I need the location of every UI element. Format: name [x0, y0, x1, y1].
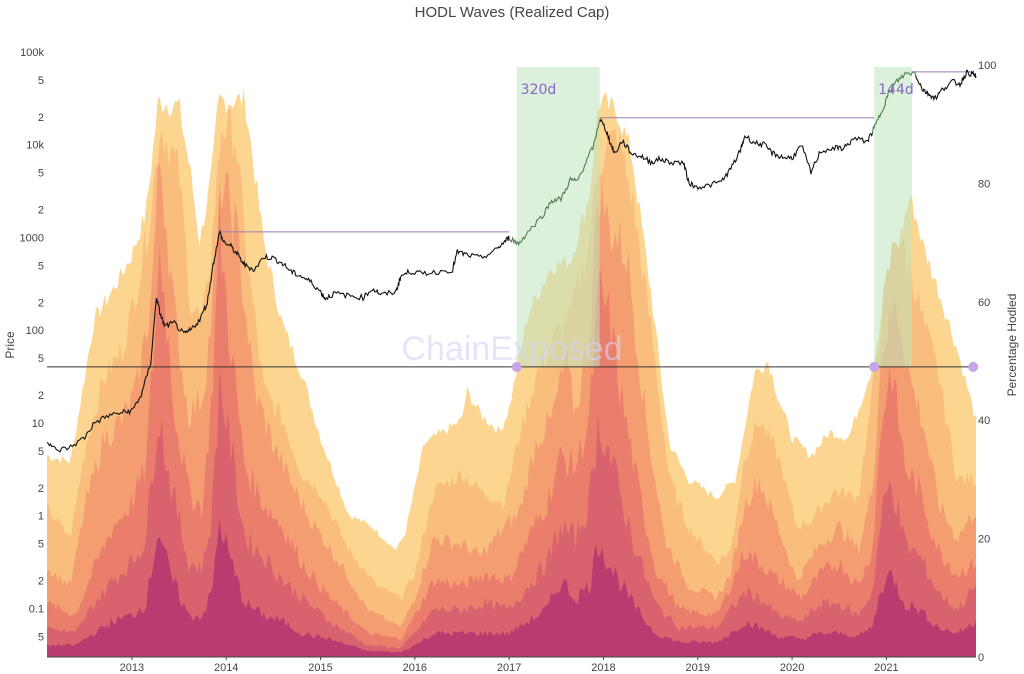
watermark: ChainExposed — [401, 330, 622, 368]
threshold-marker-3 — [968, 361, 979, 372]
x-tick-label-7: 2019 — [686, 662, 710, 674]
y-left-tick-label-15: 2 — [38, 483, 44, 495]
highlight-region-2 — [874, 67, 912, 367]
highlight-label-1: 320d — [521, 82, 557, 98]
y-right-tick-label-5: 80 — [978, 178, 990, 190]
y-right-axis-title: Percentage Hodled — [1005, 294, 1019, 397]
x-tick-label-5: 2017 — [497, 662, 521, 674]
y-left-tick-label-19: 0.1 — [29, 603, 44, 615]
y-left-tick-label-8: 5 — [38, 260, 44, 272]
y-right-tick-label-6: 100 — [978, 60, 996, 72]
price-line-segment-5 — [915, 69, 977, 102]
y-left-tick-label-9: 2 — [38, 297, 44, 309]
y-left-tick-label-20: 5 — [38, 631, 44, 643]
y-left-tick-label-17: 5 — [38, 539, 44, 551]
x-tick-label-4: 2016 — [403, 662, 427, 674]
y-left-tick-label-2: 5 — [38, 75, 44, 87]
threshold-marker-2 — [869, 361, 880, 372]
y-right-tick-label-4: 60 — [978, 297, 990, 309]
y-right-tick-label-3: 40 — [978, 415, 990, 427]
x-tick-label-6: 2018 — [591, 662, 615, 674]
y-left-tick-label-4: 10k — [26, 140, 44, 152]
price-line-segment-4 — [871, 71, 917, 134]
x-tick-label-3: 2015 — [308, 662, 332, 674]
y-left-tick-label-18: 2 — [38, 576, 44, 588]
y-left-tick-label-1: 100k — [20, 47, 44, 59]
y-left-tick-label-12: 2 — [38, 390, 44, 402]
y-left-tick-label-10: 100 — [26, 325, 44, 337]
hodl-band-5 — [47, 366, 976, 657]
y-left-tick-label-13: 10 — [32, 418, 44, 430]
y-left-tick-label-6: 2 — [38, 205, 44, 217]
y-left-tick-label-5: 5 — [38, 168, 44, 180]
x-tick-label-1: 2013 — [120, 662, 144, 674]
chart-title: HODL Waves (Realized Cap) — [415, 4, 610, 21]
y-right-tick-label-1: 0 — [978, 652, 984, 664]
x-tick-label-8: 2020 — [780, 662, 804, 674]
highlight-region-1 — [516, 67, 600, 367]
y-left-tick-label-16: 1 — [38, 511, 44, 523]
y-right-tick-label-2: 20 — [978, 534, 990, 546]
highlight-label-2: 144d — [878, 82, 914, 98]
x-tick-label-9: 2021 — [874, 662, 898, 674]
price-line-segment-1 — [46, 229, 510, 453]
y-left-axis-title: Price — [3, 331, 17, 359]
y-left-tick-label-3: 2 — [38, 112, 44, 124]
threshold-marker-1 — [511, 361, 522, 372]
price-line-segment-3 — [599, 117, 874, 191]
hodl-band-6 — [47, 518, 976, 657]
y-left-tick-label-14: 5 — [38, 446, 44, 458]
price-line-segment-2 — [508, 119, 601, 247]
y-left-tick-label-11: 5 — [38, 353, 44, 365]
hodl-band-4 — [47, 198, 976, 657]
x-tick-label-2: 2014 — [214, 662, 238, 674]
y-left-tick-label-7: 1000 — [20, 232, 44, 244]
